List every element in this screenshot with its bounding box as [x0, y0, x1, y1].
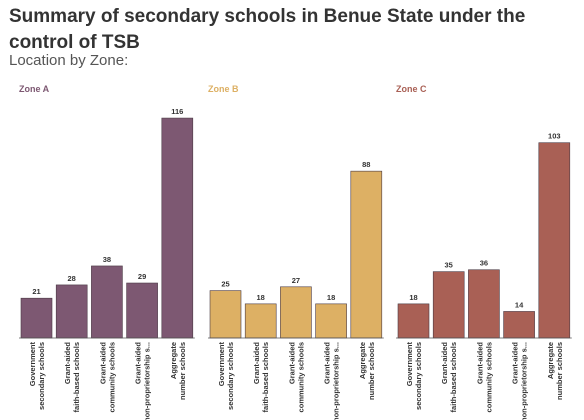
data-label: 28: [68, 274, 76, 283]
data-label: 35: [445, 261, 453, 270]
chart-title: Summary of secondary schools in Benue St…: [9, 6, 526, 53]
bar: [244, 303, 277, 339]
data-label: 29: [138, 272, 146, 281]
data-label: 36: [480, 259, 488, 268]
data-label: 18: [409, 293, 417, 302]
category-tick-label: Grant-aidednon-proprietorship s...: [323, 342, 341, 420]
bar: [280, 286, 312, 339]
category-tick-label: Grant-aidedcommunity schools: [98, 342, 116, 413]
category-tick-label: Governmentsecondary schools: [28, 342, 46, 410]
data-label: 18: [327, 293, 335, 302]
data-label: 18: [257, 293, 265, 302]
panel-title: Zone A: [19, 84, 50, 94]
panel-title: Zone B: [208, 84, 239, 94]
category-tick-label: Aggregatenumber schools: [546, 342, 564, 400]
bar: [503, 311, 535, 339]
category-tick-label: Grant-aidednon-proprietorship s...: [511, 342, 529, 420]
bar: [432, 271, 465, 339]
category-tick-label: Aggregatenumber schools: [169, 342, 187, 400]
category-tick-label: Grant-aidedfaith-based schools: [63, 342, 81, 413]
data-label: 116: [171, 107, 183, 116]
chart-subtitle: Location by Zone:: [9, 52, 129, 69]
bar: [209, 290, 242, 339]
bar: [20, 297, 53, 339]
data-label: 103: [548, 132, 561, 141]
bar: [55, 284, 88, 339]
data-label: 88: [362, 160, 370, 169]
bar: [91, 265, 123, 339]
bar: [468, 269, 500, 339]
category-tick-label: Aggregatenumber schools: [358, 342, 376, 400]
category-tick-label: Grant-aidedcommunity schools: [475, 342, 493, 413]
bar: [538, 142, 571, 339]
bar: [161, 117, 194, 339]
bar: [126, 282, 158, 339]
bar: [315, 303, 347, 339]
category-tick-label: Grant-aidedcommunity schools: [287, 342, 305, 413]
bar: [350, 170, 383, 339]
category-tick-label: Grant-aidedfaith-based schools: [440, 342, 458, 413]
category-tick-label: Governmentsecondary schools: [217, 342, 235, 410]
data-label: 21: [32, 287, 40, 296]
data-label: 25: [221, 280, 229, 289]
data-label: 14: [515, 300, 524, 309]
panel-title: Zone C: [396, 84, 427, 94]
category-tick-label: Governmentsecondary schools: [405, 342, 423, 410]
category-tick-label: Grant-aidednon-proprietorship s...: [134, 342, 152, 420]
data-label: 27: [292, 276, 300, 285]
bar: [397, 303, 430, 339]
data-label: 38: [103, 255, 111, 264]
category-tick-label: Grant-aidedfaith-based schools: [252, 342, 270, 413]
